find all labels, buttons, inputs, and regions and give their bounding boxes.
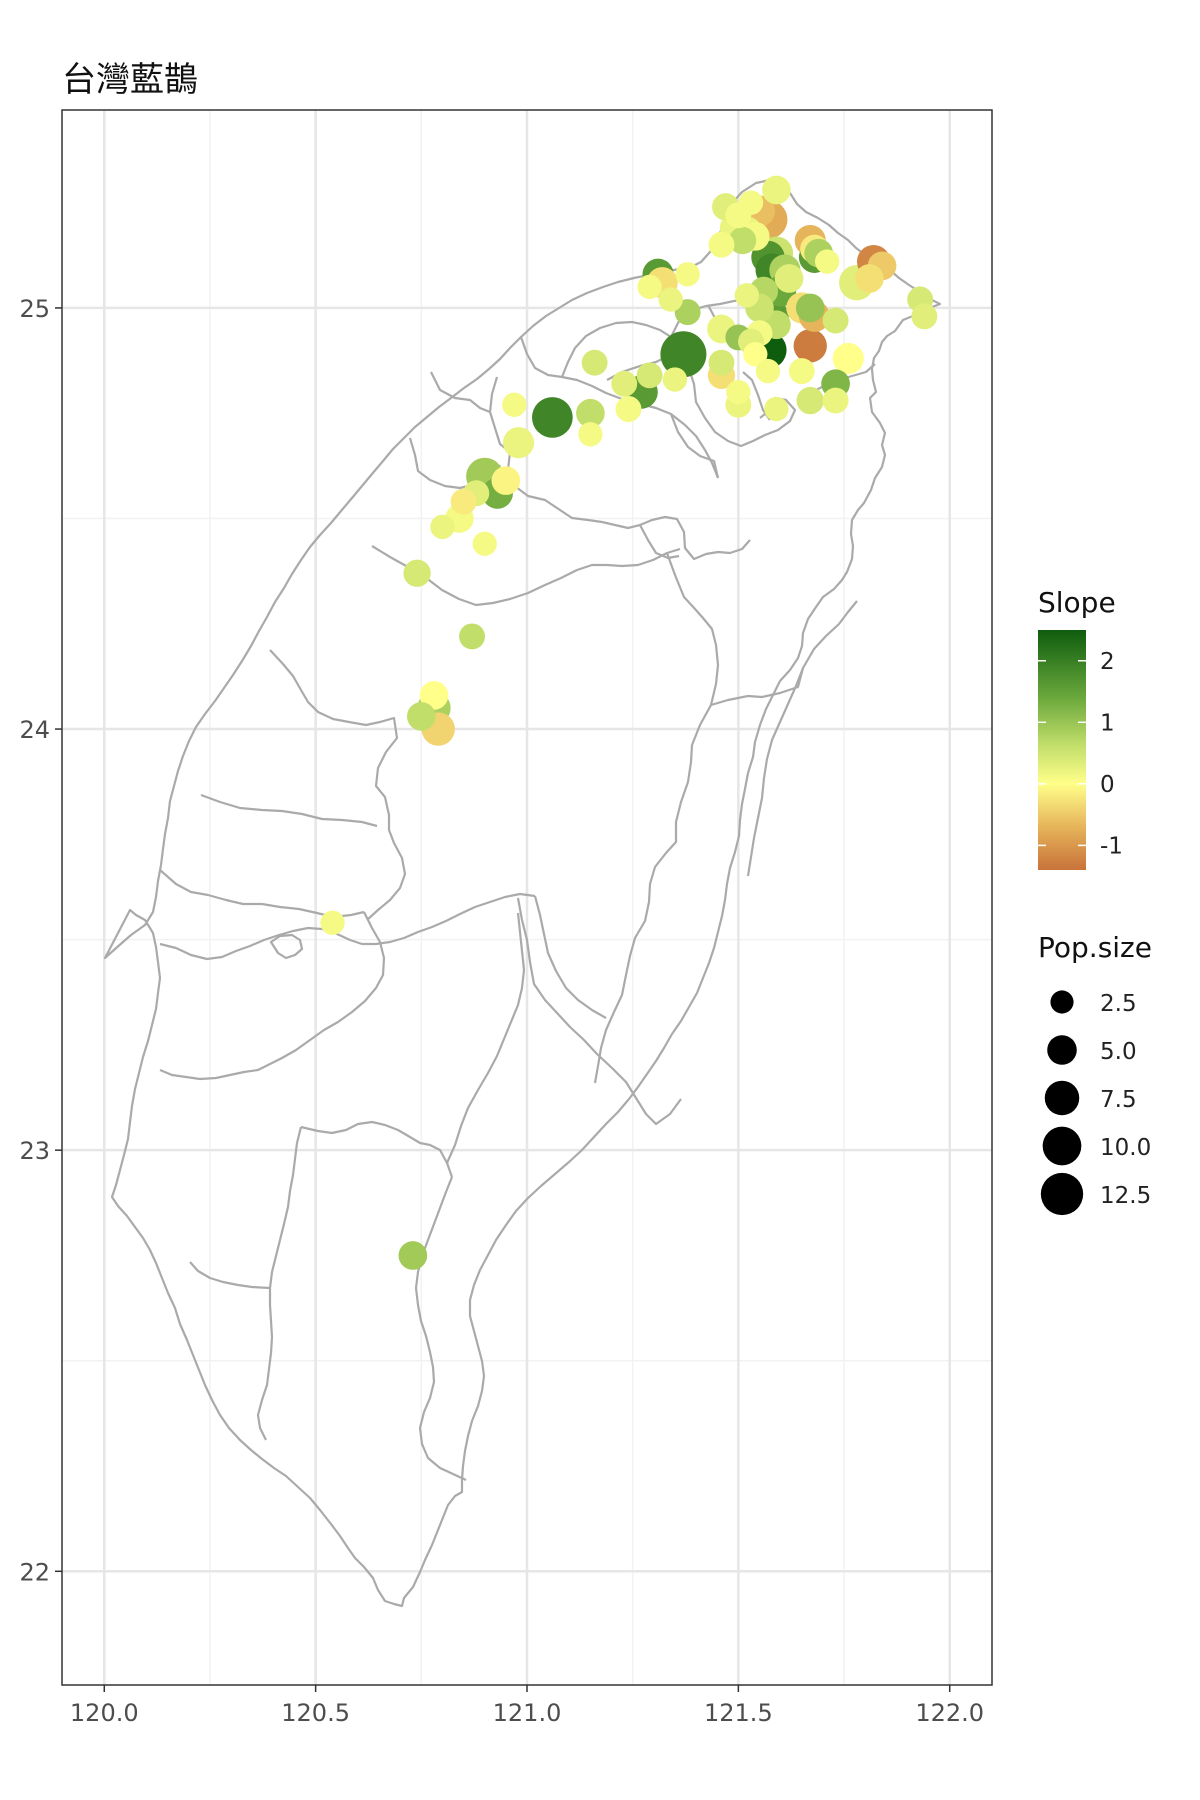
population-point xyxy=(755,358,781,384)
color-legend-label: 0 xyxy=(1100,772,1115,798)
x-tick-label: 120.0 xyxy=(70,1699,139,1727)
color-legend-label: 2 xyxy=(1100,649,1115,675)
y-tick-label: 23 xyxy=(19,1137,50,1165)
population-point xyxy=(738,190,764,215)
color-legend-label: -1 xyxy=(1100,833,1123,859)
population-point xyxy=(406,702,436,731)
population-point xyxy=(472,531,497,556)
population-point xyxy=(459,623,486,650)
population-point xyxy=(832,342,864,375)
population-point xyxy=(734,283,759,308)
size-legend-label: 5.0 xyxy=(1100,1039,1137,1065)
population-point xyxy=(774,264,804,293)
population-point xyxy=(814,249,840,274)
size-legend-key xyxy=(1050,990,1074,1014)
x-tick-label: 121.0 xyxy=(493,1699,562,1727)
population-points xyxy=(320,175,938,1270)
y-tick-label: 24 xyxy=(19,716,50,744)
population-point xyxy=(430,514,455,540)
size-legend-key xyxy=(1042,1126,1082,1166)
color-legend-label: 1 xyxy=(1100,710,1115,736)
population-point xyxy=(578,422,603,447)
population-point xyxy=(795,293,825,323)
population-point xyxy=(762,175,791,205)
population-point xyxy=(675,262,700,287)
size-legend-keys: 2.5 5.0 7.5 10.0 12.5 xyxy=(1040,990,1151,1216)
chart-title: 台灣藍鵲 xyxy=(62,60,198,100)
y-tick-label: 25 xyxy=(19,295,50,323)
color-legend-bar xyxy=(1038,630,1086,870)
size-legend-label: 7.5 xyxy=(1100,1087,1137,1113)
y-tick-label: 22 xyxy=(19,1558,50,1586)
color-legend-ticks: 2 1 0 -1 xyxy=(1038,649,1123,859)
island-outline xyxy=(103,178,942,1608)
x-tick-label: 121.5 xyxy=(704,1699,773,1727)
axis-ticks: 120.0 120.5 121.0 121.5 122.0 22 23 24 25 xyxy=(19,295,984,1727)
population-point xyxy=(502,392,527,417)
population-point xyxy=(636,362,663,389)
size-legend-title: Pop.size xyxy=(1038,931,1152,964)
population-point xyxy=(911,303,938,330)
population-point xyxy=(581,349,608,376)
x-tick-label: 122.0 xyxy=(915,1699,984,1727)
population-point xyxy=(662,367,688,392)
population-point xyxy=(822,307,849,334)
size-legend-key xyxy=(1040,1172,1084,1216)
population-point xyxy=(764,396,789,422)
population-point xyxy=(398,1241,428,1270)
legend: Slope 2 1 0 -1 Pop.size 2.5 5.0 7.5 10.0 12.5 xyxy=(1038,586,1152,1216)
size-legend-label: 12.5 xyxy=(1100,1183,1151,1209)
population-point xyxy=(855,264,884,293)
population-point xyxy=(708,231,735,258)
population-point xyxy=(491,466,521,495)
population-point xyxy=(615,396,642,422)
population-point xyxy=(822,387,849,414)
population-point xyxy=(793,329,827,363)
population-point xyxy=(728,226,757,255)
size-legend-key xyxy=(1044,1080,1080,1116)
population-point xyxy=(708,349,735,376)
size-legend-label: 10.0 xyxy=(1100,1135,1151,1161)
color-legend-title: Slope xyxy=(1038,586,1116,619)
population-point xyxy=(320,910,345,935)
x-tick-label: 120.5 xyxy=(281,1699,350,1727)
population-point xyxy=(658,287,683,312)
population-point xyxy=(796,386,824,415)
population-point xyxy=(637,274,662,300)
size-legend-label: 2.5 xyxy=(1100,991,1137,1017)
population-point xyxy=(403,559,431,587)
population-point xyxy=(788,358,815,385)
population-point xyxy=(450,488,477,515)
population-point xyxy=(532,397,573,438)
population-point xyxy=(419,681,449,710)
size-legend-key xyxy=(1047,1035,1077,1065)
population-point xyxy=(611,370,638,397)
population-point xyxy=(576,398,605,428)
population-point xyxy=(726,379,751,405)
population-point xyxy=(660,331,707,378)
population-point xyxy=(743,342,768,367)
population-point xyxy=(502,427,535,459)
